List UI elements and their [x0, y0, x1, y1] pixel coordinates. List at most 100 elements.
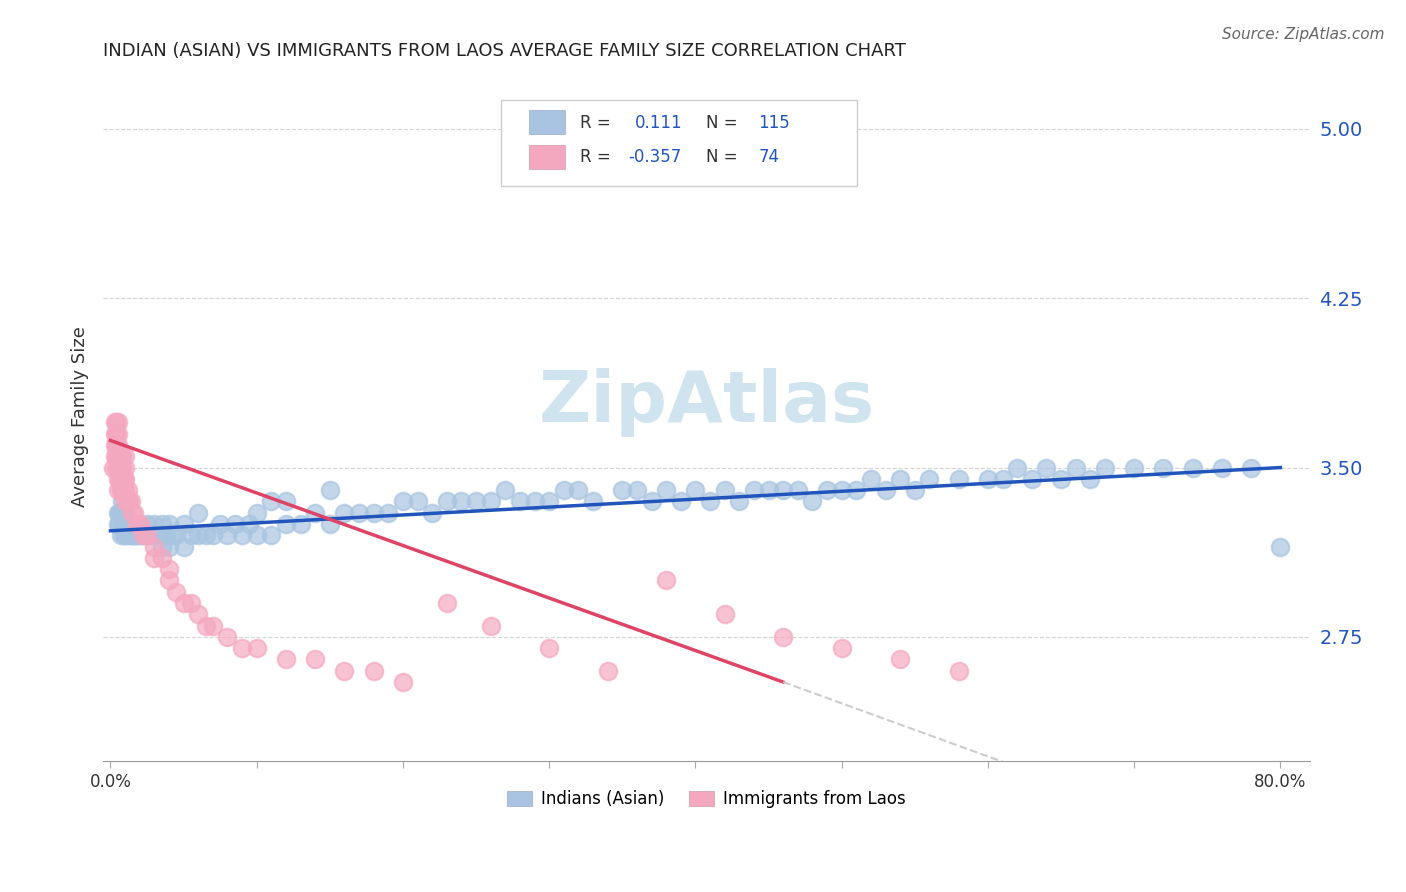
Point: [143, 528, 166, 542]
Point: [110, 528, 132, 542]
Point: [143, 516, 166, 531]
Point: [155, 528, 177, 542]
Point: [111, 494, 134, 508]
Text: R =: R =: [579, 148, 610, 166]
Point: [209, 516, 232, 531]
Point: [136, 516, 159, 531]
Point: [187, 528, 209, 542]
Point: [114, 528, 136, 542]
Point: [333, 664, 356, 678]
Point: [107, 506, 129, 520]
Point: [111, 460, 134, 475]
Point: [246, 641, 269, 656]
Point: [136, 528, 159, 542]
Point: [125, 516, 148, 531]
Point: [260, 528, 283, 542]
Point: [157, 540, 180, 554]
Point: [187, 607, 209, 622]
Point: [713, 607, 735, 622]
Point: [117, 483, 139, 497]
Point: [845, 483, 868, 497]
Point: [231, 528, 253, 542]
Point: [904, 483, 927, 497]
Point: [655, 483, 678, 497]
Point: [121, 516, 143, 531]
Point: [131, 528, 153, 542]
Point: [977, 472, 1000, 486]
Point: [538, 494, 561, 508]
Point: [120, 494, 142, 508]
Point: [889, 652, 911, 666]
Point: [107, 416, 129, 430]
Point: [108, 516, 131, 531]
Point: [246, 528, 269, 542]
Point: [165, 528, 187, 542]
Point: [582, 494, 605, 508]
Point: [105, 416, 128, 430]
Point: [104, 450, 127, 464]
Point: [304, 652, 326, 666]
Point: [224, 516, 246, 531]
Point: [246, 506, 269, 520]
Point: [128, 516, 150, 531]
Point: [713, 483, 735, 497]
Point: [143, 540, 166, 554]
Point: [114, 450, 136, 464]
Point: [553, 483, 575, 497]
Point: [157, 516, 180, 531]
Point: [103, 460, 125, 475]
Point: [238, 516, 260, 531]
Point: [173, 516, 195, 531]
Point: [274, 652, 297, 666]
Text: ZipAtlas: ZipAtlas: [538, 368, 875, 437]
Point: [655, 574, 678, 588]
Point: [157, 562, 180, 576]
Point: [165, 584, 187, 599]
FancyBboxPatch shape: [529, 145, 565, 169]
Point: [1064, 460, 1087, 475]
Text: 115: 115: [758, 113, 790, 132]
Point: [118, 494, 141, 508]
Point: [742, 483, 765, 497]
Point: [121, 528, 143, 542]
Point: [111, 483, 134, 497]
Point: [319, 516, 342, 531]
Point: [304, 506, 326, 520]
Point: [180, 528, 202, 542]
Point: [112, 483, 135, 497]
Point: [105, 450, 128, 464]
Point: [948, 664, 970, 678]
Point: [118, 516, 141, 531]
Point: [772, 483, 794, 497]
Point: [918, 472, 941, 486]
Text: Source: ZipAtlas.com: Source: ZipAtlas.com: [1222, 27, 1385, 42]
Point: [112, 506, 135, 520]
Point: [1005, 460, 1028, 475]
Point: [157, 574, 180, 588]
Point: [685, 483, 707, 497]
Point: [815, 483, 838, 497]
Point: [436, 494, 458, 508]
Point: [406, 494, 429, 508]
Point: [1021, 472, 1043, 486]
Point: [333, 506, 356, 520]
Text: -0.357: -0.357: [628, 148, 682, 166]
Point: [108, 506, 131, 520]
Point: [122, 506, 145, 520]
Point: [128, 516, 150, 531]
Point: [347, 506, 370, 520]
Point: [801, 494, 824, 508]
Point: [786, 483, 808, 497]
Point: [105, 438, 128, 452]
Point: [110, 506, 132, 520]
Point: [104, 438, 127, 452]
Point: [567, 483, 589, 497]
Point: [107, 516, 129, 531]
Point: [187, 506, 209, 520]
Point: [108, 450, 131, 464]
Point: [107, 472, 129, 486]
Point: [160, 528, 183, 542]
Point: [231, 641, 253, 656]
Point: [104, 416, 127, 430]
Text: 74: 74: [758, 148, 779, 166]
